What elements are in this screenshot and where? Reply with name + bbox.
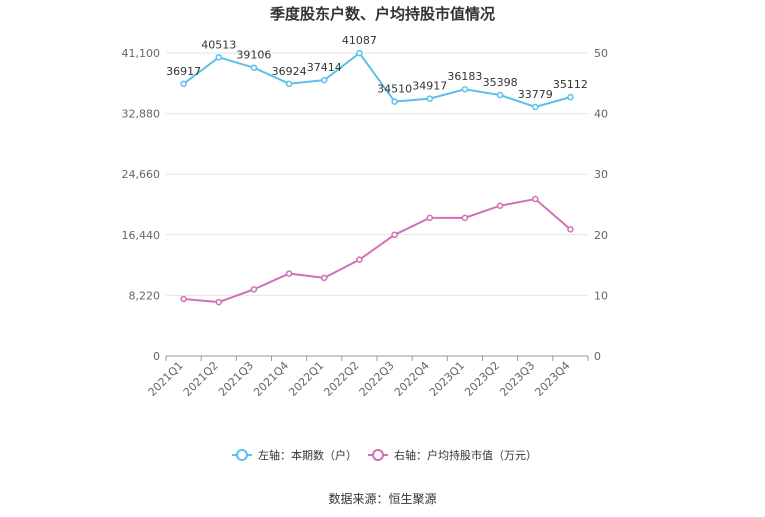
- series-1-point: [496, 91, 504, 99]
- series-1-point: [285, 80, 293, 88]
- series-2-point: [426, 214, 433, 222]
- series-line-2: [183, 197, 572, 304]
- series-line-1: [182, 51, 571, 109]
- legend-label: 左轴：本期数（户）: [258, 448, 357, 462]
- x-tick-label: 2023Q3: [497, 359, 537, 399]
- series-2-point: [321, 274, 328, 282]
- y-left-tick-label: 0: [153, 350, 160, 363]
- series-1-point: [321, 76, 328, 84]
- x-tick-label: 2022Q3: [357, 359, 397, 399]
- series-1-point: [567, 93, 574, 101]
- y-left-tick-label: 32,880: [122, 108, 161, 121]
- series-2-point: [215, 298, 222, 306]
- series-2-point: [496, 202, 504, 209]
- x-tick-label: 2023Q2: [462, 359, 502, 399]
- series-1-point: [250, 64, 258, 71]
- y-right-tick-label: 40: [594, 108, 608, 121]
- source-note: 数据来源：恒生聚源: [328, 492, 437, 506]
- data-label: 34917: [412, 80, 447, 93]
- x-tick-label: 2023Q1: [427, 359, 467, 399]
- data-label: 37414: [307, 61, 342, 74]
- series-2-point: [461, 214, 469, 222]
- series-2-point: [285, 270, 293, 277]
- y-left-tick-label: 16,440: [122, 229, 161, 242]
- legend-label: 右轴：户均持股市值（万元）: [394, 448, 537, 462]
- data-label: 35112: [553, 78, 588, 91]
- y-left-tick-label: 24,660: [122, 168, 161, 181]
- data-label: 40513: [201, 38, 236, 51]
- series-2-point: [250, 286, 258, 293]
- series-1-point: [532, 103, 539, 111]
- y-right-tick-label: 10: [594, 289, 608, 302]
- series-2-point: [180, 295, 187, 303]
- series-1-point: [356, 49, 363, 57]
- data-label: 39106: [236, 49, 271, 62]
- x-tick-label: 2023Q4: [532, 359, 572, 399]
- y-left-tick-label: 41,100: [122, 47, 161, 60]
- y-right-tick-label: 50: [594, 47, 608, 60]
- series-2-point: [356, 256, 363, 263]
- series-2-point: [567, 226, 574, 233]
- series-1-point: [426, 95, 433, 102]
- x-tick-label: 2022Q4: [392, 359, 432, 399]
- x-tick-label: 2021Q2: [181, 359, 221, 399]
- series-2-point: [532, 195, 539, 203]
- x-tick-label: 2022Q2: [321, 359, 361, 399]
- data-label: 35398: [483, 76, 518, 89]
- x-tick-label: 2022Q1: [286, 359, 326, 399]
- x-tick-label: 2021Q3: [216, 359, 256, 399]
- y-left-tick-label: 8,220: [129, 289, 161, 302]
- x-tick-label: 2021Q1: [146, 359, 186, 399]
- chart-title: 季度股东户数、户均持股市值情况: [269, 5, 495, 23]
- data-label: 33779: [518, 88, 553, 101]
- data-label: 36924: [272, 65, 307, 78]
- legend-marker: [236, 449, 248, 461]
- data-label: 36183: [447, 70, 482, 83]
- series-1-point: [215, 54, 222, 61]
- series-2-point: [391, 231, 398, 239]
- y-right-tick-label: 20: [594, 229, 608, 242]
- data-label: 41087: [342, 34, 377, 47]
- y-right-tick-label: 30: [594, 168, 608, 181]
- x-tick-label: 2021Q4: [251, 359, 291, 399]
- y-right-tick-label: 0: [594, 350, 601, 363]
- series-1-point: [391, 98, 398, 105]
- data-label: 36917: [166, 65, 201, 78]
- series-1-point: [180, 80, 187, 88]
- legend-marker: [372, 449, 384, 461]
- series-1-point: [461, 85, 469, 93]
- data-label: 34510: [377, 83, 412, 96]
